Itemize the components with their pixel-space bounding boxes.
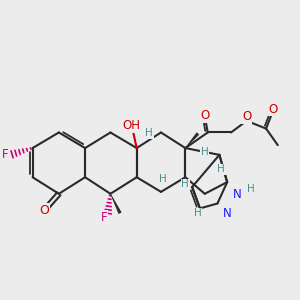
Text: H: H [194,208,202,218]
Text: H: H [146,128,153,139]
Text: H: H [247,184,254,194]
Text: F: F [101,211,108,224]
Polygon shape [185,132,199,148]
Polygon shape [110,194,122,214]
Text: O: O [39,204,49,217]
Text: H: H [182,179,189,189]
Text: O: O [200,110,209,122]
Text: O: O [242,110,251,123]
Text: H: H [218,164,225,175]
Text: F: F [2,148,9,161]
Text: H: H [159,174,167,184]
Text: H: H [201,147,209,157]
Text: OH: OH [123,119,141,132]
Text: O: O [268,103,278,116]
Text: N: N [232,188,241,201]
Text: N: N [223,207,232,220]
